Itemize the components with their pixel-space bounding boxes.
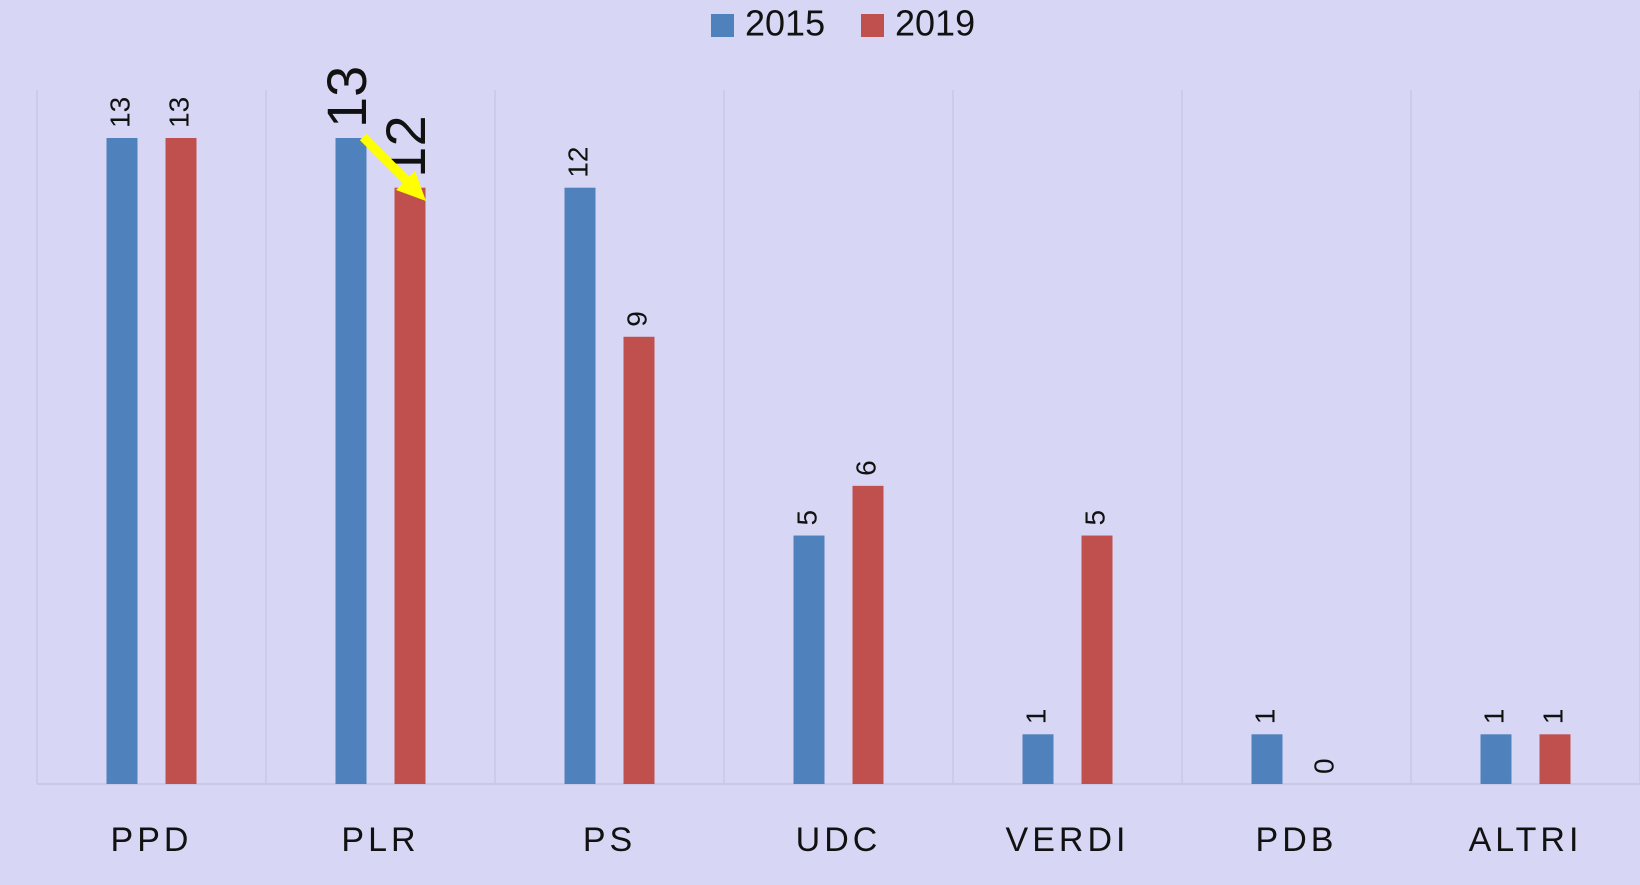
data-label: 1: [1537, 709, 1568, 725]
legend-label: 2019: [895, 3, 975, 44]
bar: [1022, 734, 1054, 784]
bar: [335, 138, 367, 784]
bar: [394, 187, 426, 784]
data-label: 5: [1079, 510, 1110, 526]
data-label: 13: [163, 97, 194, 128]
data-label: 1: [1020, 709, 1051, 725]
data-label: 12: [374, 115, 437, 177]
data-label: 5: [791, 510, 822, 526]
data-label: 9: [621, 311, 652, 327]
x-tick-label: PDB: [1256, 821, 1338, 859]
bar: [1539, 734, 1571, 784]
data-label: 13: [104, 97, 135, 128]
data-label: 12: [562, 147, 593, 178]
x-tick-label: UDC: [796, 821, 882, 859]
bar: [165, 138, 197, 784]
data-label: 1: [1478, 709, 1509, 725]
bar: [793, 535, 825, 784]
x-tick-label: PLR: [341, 821, 419, 859]
legend-label: 2015: [745, 3, 825, 44]
legend: 2015 2019: [711, 3, 975, 44]
x-tick-label: VERDI: [1006, 821, 1130, 859]
bar: [1251, 734, 1283, 784]
bar: [623, 336, 655, 784]
data-label: 13: [315, 66, 378, 128]
x-tick-label: PPD: [111, 821, 193, 859]
arrow-shaft: [359, 133, 416, 190]
data-label: 1: [1249, 709, 1280, 725]
bar: [1081, 535, 1113, 784]
arrow-head: [396, 171, 426, 201]
x-tick-label: PS: [583, 821, 636, 859]
data-label: 0: [1308, 758, 1339, 774]
legend-swatch: [861, 14, 884, 37]
annotation: [359, 133, 426, 201]
bar: [852, 485, 884, 784]
bar: [1480, 734, 1512, 784]
bar: [564, 187, 596, 784]
data-label: 6: [850, 460, 881, 476]
legend-swatch: [711, 14, 734, 37]
bar: [106, 138, 138, 784]
x-tick-label: ALTRI: [1469, 821, 1583, 859]
